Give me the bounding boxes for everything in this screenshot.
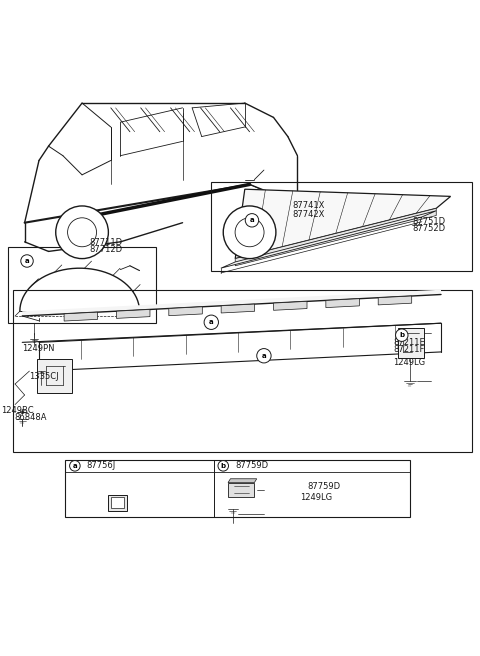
Circle shape — [257, 348, 271, 363]
Text: b: b — [221, 463, 226, 469]
Text: 1249LG: 1249LG — [300, 493, 332, 502]
Circle shape — [68, 218, 96, 247]
Text: 87742X: 87742X — [293, 209, 325, 218]
Text: a: a — [209, 319, 214, 325]
Text: 1249LG: 1249LG — [393, 358, 425, 367]
Polygon shape — [235, 209, 436, 266]
Bar — [12, 290, 472, 453]
Text: a: a — [262, 353, 266, 359]
Circle shape — [218, 461, 228, 471]
Text: 87211F: 87211F — [393, 345, 424, 354]
Text: 87759D: 87759D — [307, 482, 340, 491]
Polygon shape — [228, 483, 254, 497]
Bar — [36, 359, 72, 392]
Circle shape — [70, 461, 80, 471]
Text: 1335CJ: 1335CJ — [29, 372, 59, 381]
Text: a: a — [72, 463, 77, 469]
Polygon shape — [117, 310, 150, 318]
Polygon shape — [326, 298, 360, 308]
Polygon shape — [378, 296, 412, 305]
Polygon shape — [235, 189, 451, 258]
Text: 87211E: 87211E — [393, 338, 425, 347]
Circle shape — [235, 218, 264, 247]
Text: 1249PN: 1249PN — [22, 344, 55, 353]
Text: b: b — [399, 332, 404, 338]
Bar — [108, 495, 127, 511]
Text: 1249BC: 1249BC — [0, 406, 33, 415]
Bar — [211, 182, 472, 270]
Circle shape — [396, 329, 408, 341]
Polygon shape — [221, 304, 255, 313]
Polygon shape — [228, 479, 257, 483]
Text: 87741X: 87741X — [293, 201, 325, 211]
Circle shape — [21, 255, 33, 267]
Polygon shape — [169, 307, 202, 316]
Text: a: a — [250, 217, 254, 223]
Text: 87756J: 87756J — [87, 461, 116, 470]
Text: 87752D: 87752D — [412, 224, 445, 234]
Text: 86848A: 86848A — [14, 413, 47, 422]
Polygon shape — [64, 312, 97, 321]
Bar — [398, 328, 424, 358]
Circle shape — [204, 315, 218, 329]
Text: 87751D: 87751D — [412, 217, 445, 226]
Polygon shape — [221, 211, 436, 268]
Circle shape — [56, 206, 108, 258]
Polygon shape — [274, 301, 307, 310]
Circle shape — [245, 214, 259, 227]
Text: 87712D: 87712D — [89, 245, 122, 255]
Polygon shape — [22, 290, 441, 316]
Text: 87759D: 87759D — [235, 461, 268, 470]
Text: a: a — [24, 258, 29, 264]
Circle shape — [223, 206, 276, 258]
Text: 87711D: 87711D — [89, 238, 122, 247]
Bar — [8, 247, 156, 323]
Bar — [111, 497, 124, 508]
Bar — [65, 460, 410, 517]
